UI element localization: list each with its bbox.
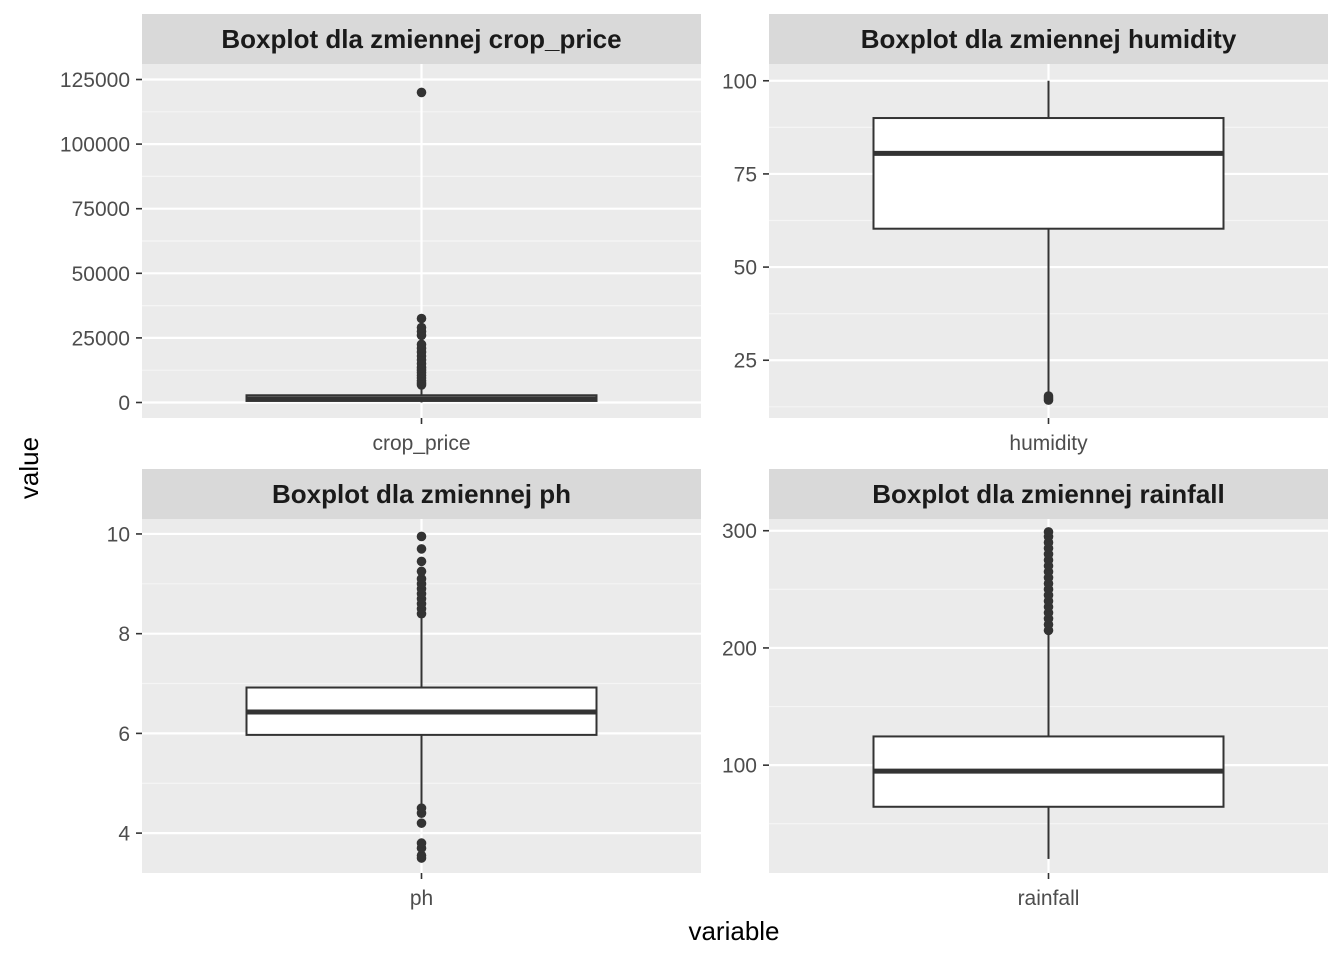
y-tick-label: 0 xyxy=(118,392,130,415)
outlier-point xyxy=(416,803,427,813)
outlier-point xyxy=(416,87,427,98)
y-tick-label: 75 xyxy=(734,163,757,186)
x-tick-label: ph xyxy=(410,887,433,910)
y-tick-label: 50 xyxy=(734,257,757,280)
outlier-point xyxy=(416,556,427,567)
y-tick-label: 125000 xyxy=(60,69,130,92)
outlier-point xyxy=(1043,391,1054,401)
strip-background xyxy=(142,469,701,519)
strip-title: Boxplot dla zmiennej rainfall xyxy=(872,479,1225,509)
y-tick-label: 100 xyxy=(722,755,757,778)
y-tick-label: 100 xyxy=(722,70,757,93)
strip-background xyxy=(769,469,1328,519)
box-iqr xyxy=(872,117,1225,230)
facet-panel-humidity: Boxplot dla zmiennej humidity 25 50 75 100 hu… xyxy=(722,14,1328,455)
outlier-point xyxy=(416,339,427,350)
facet-panel-crop_price: Boxplot dla zmiennej crop_price 0 25000 500… xyxy=(60,14,701,455)
outlier-point xyxy=(416,850,427,861)
y-tick-label: 100000 xyxy=(60,134,130,157)
y-tick-label: 8 xyxy=(118,623,130,646)
outlier-point xyxy=(416,574,427,584)
y-axis-title: value xyxy=(14,437,44,499)
y-tick-label: 25000 xyxy=(72,327,130,350)
outlier-point xyxy=(416,322,427,333)
outlier-point xyxy=(416,838,427,848)
strip-title: Boxplot dla zmiennej crop_price xyxy=(221,24,621,54)
facet-panel-rainfall: Boxplot dla zmiennej rainfall 100 200 300 ra… xyxy=(722,469,1328,910)
x-tick-label: crop_price xyxy=(372,432,470,455)
strip-background xyxy=(142,14,701,64)
strip-background xyxy=(769,14,1328,64)
strip-title: Boxplot dla zmiennej ph xyxy=(272,479,571,509)
y-tick-label: 6 xyxy=(118,723,130,746)
y-tick-label: 25 xyxy=(734,350,757,373)
strip-title: Boxplot dla zmiennej humidity xyxy=(861,24,1237,54)
y-tick-label: 50000 xyxy=(72,263,130,286)
outlier-point xyxy=(416,818,427,828)
x-tick-label: humidity xyxy=(1009,432,1088,455)
outlier-point xyxy=(416,544,427,554)
y-tick-label: 10 xyxy=(107,523,130,546)
x-axis-title: variable xyxy=(688,916,779,946)
outlier-point xyxy=(416,531,427,542)
y-tick-label: 75000 xyxy=(72,198,130,221)
y-tick-label: 200 xyxy=(722,637,757,660)
y-tick-label: 300 xyxy=(722,520,757,543)
y-tick-label: 4 xyxy=(118,823,130,846)
facet-panel-ph: Boxplot dla zmiennej ph 4 6 8 10 ph xyxy=(107,469,701,910)
outlier-point xyxy=(1043,527,1054,537)
outlier-point xyxy=(416,566,427,577)
outlier-point xyxy=(416,313,427,324)
x-tick-label: rainfall xyxy=(1018,887,1080,910)
